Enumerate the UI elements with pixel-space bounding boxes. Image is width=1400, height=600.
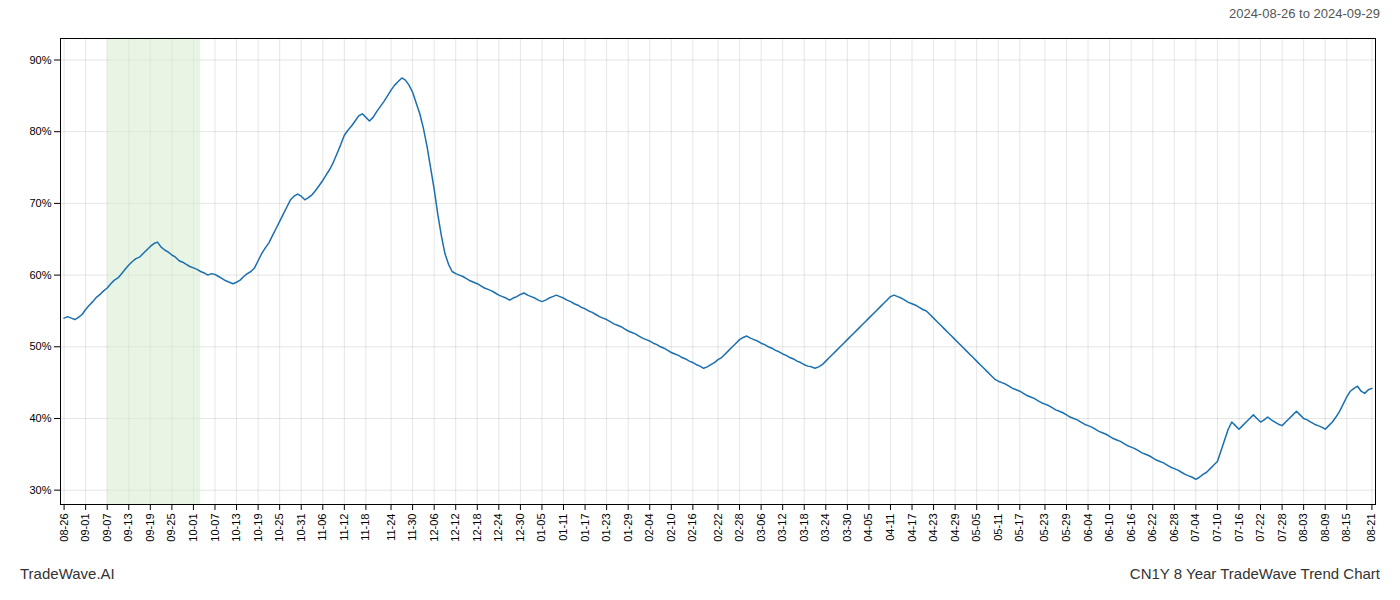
svg-text:06-22: 06-22 [1146,514,1158,542]
svg-text:07-16: 07-16 [1232,514,1244,542]
svg-text:04-05: 04-05 [862,514,874,542]
svg-text:04-17: 04-17 [906,514,918,542]
svg-text:11-24: 11-24 [385,514,397,541]
svg-text:03-06: 03-06 [755,514,767,542]
svg-text:06-16: 06-16 [1125,514,1137,542]
svg-text:02-16: 02-16 [686,514,698,542]
svg-text:09-19: 09-19 [144,514,156,542]
svg-text:12-06: 12-06 [428,514,440,542]
svg-text:09-01: 09-01 [79,514,91,542]
svg-text:60%: 60% [29,269,51,281]
svg-text:02-22: 02-22 [712,514,724,542]
svg-text:08-03: 08-03 [1297,514,1309,542]
svg-text:07-22: 07-22 [1254,514,1266,542]
svg-text:07-10: 07-10 [1211,514,1223,542]
svg-text:04-23: 04-23 [927,514,939,542]
svg-text:01-05: 01-05 [535,514,547,542]
svg-text:08-09: 08-09 [1319,514,1331,542]
svg-text:02-10: 02-10 [665,514,677,542]
svg-text:02-28: 02-28 [733,514,745,542]
svg-text:08-21: 08-21 [1365,514,1377,542]
svg-text:10-25: 10-25 [273,514,285,542]
svg-text:04-11: 04-11 [884,514,896,541]
svg-text:12-30: 12-30 [514,514,526,542]
svg-text:07-28: 07-28 [1276,514,1288,542]
svg-text:12-12: 12-12 [449,514,461,542]
svg-text:05-11: 05-11 [992,514,1004,541]
svg-text:12-24: 12-24 [492,514,504,542]
svg-text:09-07: 09-07 [101,514,113,542]
svg-text:05-29: 05-29 [1060,514,1072,542]
svg-text:90%: 90% [29,54,51,66]
svg-text:05-05: 05-05 [970,514,982,542]
svg-text:10-31: 10-31 [295,514,307,542]
svg-text:01-29: 01-29 [622,514,634,542]
svg-text:05-23: 05-23 [1038,514,1050,542]
html-text:TradeWave.AI: TradeWave.AI [20,564,115,582]
svg-text:01-23: 01-23 [600,514,612,542]
svg-text:09-13: 09-13 [122,514,134,542]
svg-text:03-24: 03-24 [819,514,831,542]
svg-text:04-29: 04-29 [949,514,961,542]
svg-text:11-18: 11-18 [359,514,371,541]
svg-text:50%: 50% [29,340,51,352]
svg-text:02-04: 02-04 [643,514,655,542]
svg-text:30%: 30% [29,484,51,496]
svg-text:01-17: 01-17 [579,514,591,542]
svg-text:07-04: 07-04 [1189,514,1201,542]
svg-text:06-10: 06-10 [1103,514,1115,542]
svg-text:09-25: 09-25 [165,514,177,542]
svg-text:80%: 80% [29,125,51,137]
svg-text:10-07: 10-07 [209,514,221,542]
html-text:2024-08-26 to 2024-09-29: 2024-08-26 to 2024-09-29 [1228,5,1380,21]
html-text:CN1Y 8 Year TradeWave Trend Ch: CN1Y 8 Year TradeWave Trend Chart [1129,564,1380,582]
svg-text:06-28: 06-28 [1168,514,1180,542]
svg-text:10-13: 10-13 [230,514,242,542]
svg-text:11-06: 11-06 [316,514,328,541]
svg-text:40%: 40% [29,412,51,424]
svg-text:70%: 70% [29,197,51,209]
svg-text:08-15: 08-15 [1340,514,1352,542]
svg-text:01-11: 01-11 [557,514,569,541]
svg-text:03-12: 03-12 [776,514,788,542]
svg-text:12-18: 12-18 [471,514,483,542]
svg-text:11-12: 11-12 [338,514,350,541]
svg-text:11-30: 11-30 [406,514,418,541]
svg-text:10-01: 10-01 [187,514,199,542]
svg-text:08-26: 08-26 [58,514,70,542]
svg-text:10-19: 10-19 [252,514,264,542]
svg-text:06-04: 06-04 [1082,514,1094,542]
svg-text:03-30: 03-30 [841,514,853,542]
svg-text:03-18: 03-18 [798,514,810,542]
svg-text:05-17: 05-17 [1013,514,1025,542]
